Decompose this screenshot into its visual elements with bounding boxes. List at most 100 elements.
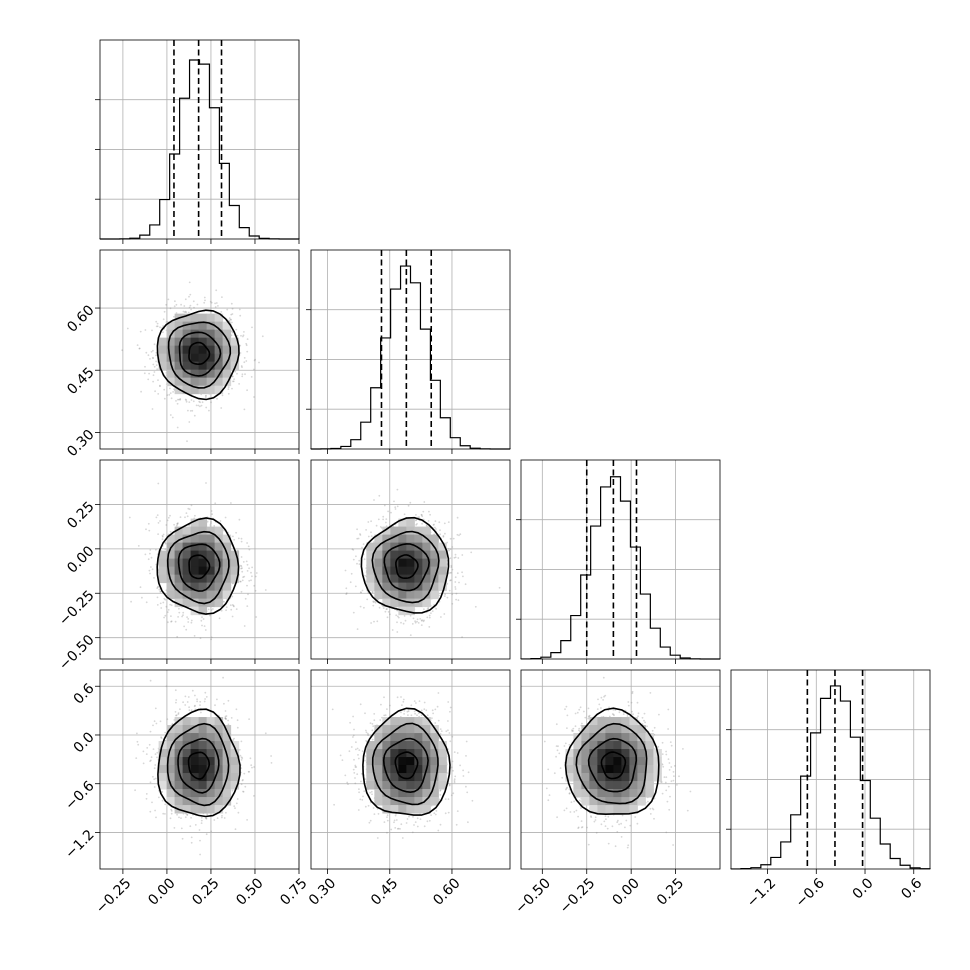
scatter-point <box>239 352 242 354</box>
scatter-point <box>200 619 203 622</box>
scatter-point <box>136 740 139 743</box>
scatter-point <box>247 545 250 548</box>
scatter-point <box>184 298 187 301</box>
scatter-point <box>167 298 170 301</box>
scatter-point <box>356 528 358 531</box>
density-cell <box>158 345 168 355</box>
density-cell <box>222 321 232 331</box>
scatter-point <box>375 524 378 527</box>
density-cell <box>374 550 383 560</box>
scatter-point <box>394 508 397 510</box>
scatter-point <box>214 502 217 505</box>
scatter-point <box>192 300 195 303</box>
scatter-point <box>242 561 245 563</box>
scatter-point <box>454 576 457 579</box>
scatter-point <box>214 306 217 308</box>
scatter-point <box>235 328 238 331</box>
scatter-point <box>167 609 170 611</box>
scatter-point <box>209 524 212 526</box>
density-cell <box>198 377 208 387</box>
y-tick-label: 0.45 <box>64 365 97 398</box>
scatter-point <box>166 611 169 613</box>
density-cell <box>406 518 415 528</box>
scatter-point <box>193 414 196 417</box>
scatter-point <box>144 329 147 331</box>
scatter-point <box>246 338 249 340</box>
scatter-point <box>148 569 151 572</box>
scatter-point <box>439 529 441 532</box>
scatter-point <box>349 581 352 584</box>
scatter-point <box>243 408 246 411</box>
scatter-point <box>186 701 189 703</box>
scatter-point <box>216 397 218 400</box>
scatter-point <box>357 537 360 540</box>
scatter-point <box>186 515 189 518</box>
scatter-point <box>163 616 166 619</box>
scatter-point <box>240 556 243 558</box>
scatter-point <box>153 767 156 770</box>
scatter-point <box>245 344 248 347</box>
scatter-point <box>159 385 161 388</box>
scatter-point <box>363 558 366 561</box>
scatter-point <box>165 303 168 306</box>
scatter-point <box>166 394 169 396</box>
scatter-point <box>158 588 161 591</box>
scatter-point <box>220 407 223 409</box>
scatter-point <box>373 499 375 501</box>
scatter-point <box>443 522 446 525</box>
density-cell <box>190 353 200 363</box>
density-cell <box>398 590 407 600</box>
y-tick-label: −0.25 <box>56 588 98 630</box>
scatter-point <box>367 535 370 538</box>
scatter-point <box>238 308 241 311</box>
scatter-point <box>253 766 256 768</box>
scatter-point <box>149 549 152 551</box>
scatter-point <box>248 718 251 720</box>
scatter-point <box>366 598 369 601</box>
scatter-point <box>178 398 180 401</box>
scatter-point <box>210 609 213 612</box>
scatter-point <box>149 572 151 575</box>
scatter-point <box>213 525 216 527</box>
scatter-point <box>454 553 457 556</box>
scatter-point <box>232 380 234 383</box>
scatter-point <box>141 596 143 599</box>
scatter-point <box>238 383 241 385</box>
scatter-point <box>163 388 166 391</box>
density-cell <box>422 526 431 536</box>
scatter-point <box>154 707 157 710</box>
scatter-point <box>355 555 357 558</box>
scatter-point <box>457 599 460 602</box>
scatter-point <box>166 718 169 721</box>
histogram-2 <box>520 476 721 660</box>
scatter-point <box>186 616 189 618</box>
scatter-point <box>428 616 431 619</box>
scatter-point <box>422 510 425 513</box>
scatter-point <box>452 537 455 540</box>
scatter-point <box>458 581 460 584</box>
scatter-point <box>226 308 229 311</box>
density-cell <box>422 542 431 552</box>
scatter-point <box>199 401 202 404</box>
scatter-point <box>155 354 157 357</box>
scatter-point <box>163 310 166 313</box>
scatter-point <box>350 572 353 575</box>
scatter-point <box>151 329 153 332</box>
scatter-point <box>390 511 392 514</box>
scatter-point <box>231 387 233 390</box>
scatter-point <box>231 307 234 310</box>
scatter-point <box>136 344 139 346</box>
scatter-point <box>169 392 172 394</box>
scatter-point <box>416 618 419 621</box>
scatter-point <box>235 608 238 610</box>
density-cell <box>406 558 415 568</box>
scatter-point <box>145 351 148 354</box>
scatter-point <box>449 572 452 574</box>
scatter-point <box>208 409 210 412</box>
scatter-point <box>162 325 165 327</box>
scatter-point <box>228 317 231 319</box>
panel-frame <box>99 39 300 240</box>
scatter-point <box>197 404 200 407</box>
scatter-point <box>169 530 172 533</box>
scatter-point <box>389 613 391 616</box>
